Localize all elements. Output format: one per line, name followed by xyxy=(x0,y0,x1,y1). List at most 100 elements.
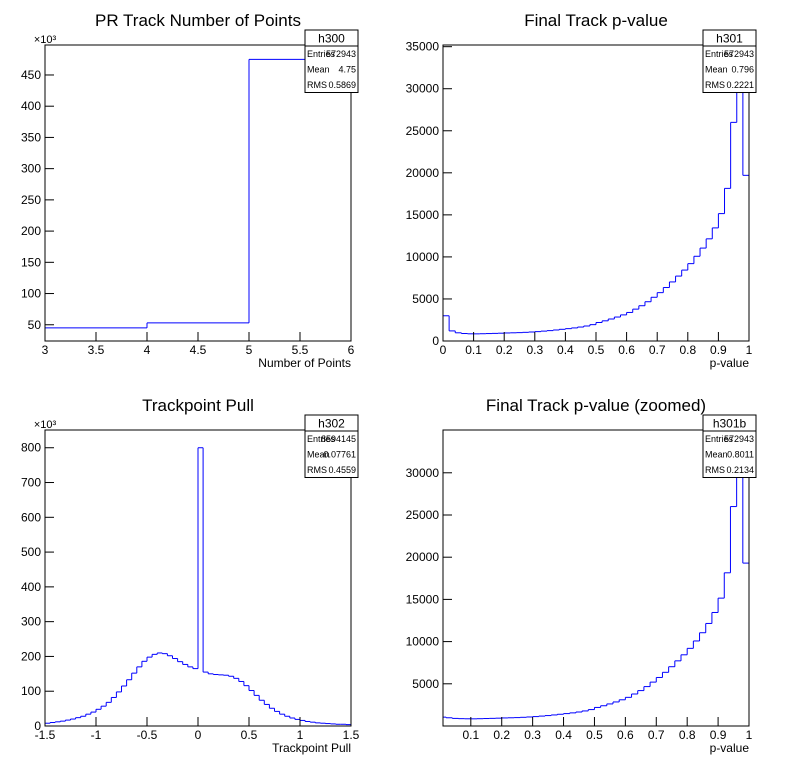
pad: Final Track p-value (zoomed) 0.1 0.2 0.3 0.4… xyxy=(406,396,757,755)
x-tick-label: 3 xyxy=(42,343,49,357)
stats-name: h301 xyxy=(716,32,743,46)
chart-title: Final Track p-value xyxy=(524,11,668,30)
stats-label: Entries xyxy=(307,434,336,444)
stats-label: RMS xyxy=(307,80,327,90)
y-tick-label: 600 xyxy=(21,510,41,524)
frame xyxy=(442,429,750,727)
y-tick-label: 300 xyxy=(21,615,41,629)
histogram xyxy=(45,447,351,726)
stats-value: 0.796 xyxy=(731,64,754,74)
pad: Trackpoint Pull -1.5 -1 -0.5 0 0.5 1 1.5 0 100 200… xyxy=(21,396,360,755)
y-tick-label: 200 xyxy=(21,224,41,238)
y-tick-label: 25000 xyxy=(406,124,440,138)
pad: PR Track Number of Points 3 3.5 4 4.5 5 5.5 6 50… xyxy=(21,11,359,370)
x-axis-label: Number of Points xyxy=(258,356,351,370)
x-axis-label: p-value xyxy=(710,356,750,370)
y-tick-label: 25000 xyxy=(406,508,440,522)
stats-label: RMS xyxy=(705,465,725,475)
x-tick-label: 1 xyxy=(297,728,304,742)
y-tick-label: 0 xyxy=(34,719,41,733)
stats-value: 572943 xyxy=(724,49,754,59)
x-tick-label: -0.5 xyxy=(137,728,158,742)
y-tick-label: 100 xyxy=(21,684,41,698)
x-tick-label: 1 xyxy=(746,728,753,742)
stats-value: 572943 xyxy=(326,49,356,59)
x-tick-label: 0 xyxy=(195,728,202,742)
y-tick-label: 5000 xyxy=(412,677,439,691)
stats-label: Entries xyxy=(307,49,336,59)
stats-label: Mean xyxy=(307,449,330,459)
histogram xyxy=(443,45,749,341)
y-multiplier: ×10³ xyxy=(34,419,57,431)
stats-name: h301b xyxy=(713,417,747,431)
chart-title: Final Track p-value (zoomed) xyxy=(486,396,706,415)
x-tick-label: 0.3 xyxy=(524,728,541,742)
y-tick-label: 20000 xyxy=(406,550,440,564)
y-tick-label: 30000 xyxy=(406,466,440,480)
stats-label: Mean xyxy=(705,449,728,459)
stats-value: 572943 xyxy=(724,434,754,444)
stats-box xyxy=(702,29,757,93)
y-tick-label: 50 xyxy=(28,318,42,332)
x-axis-label: Trackpoint Pull xyxy=(272,741,351,755)
x-tick-label: 4.5 xyxy=(190,343,207,357)
stats-value: -0.07761 xyxy=(320,449,356,459)
x-tick-label: 0.2 xyxy=(496,343,513,357)
stats-label: Mean xyxy=(705,64,728,74)
y-tick-label: 400 xyxy=(21,580,41,594)
stats-label: Entries xyxy=(705,49,734,59)
stats-value: 0.5869 xyxy=(328,80,356,90)
x-tick-label: 5 xyxy=(246,343,253,357)
y-tick-label: 15000 xyxy=(406,592,440,606)
y-tick-label: 350 xyxy=(21,130,41,144)
y-tick-label: 20000 xyxy=(406,166,440,180)
stats-label: Mean xyxy=(307,64,330,74)
x-tick-label: 0.7 xyxy=(648,728,665,742)
x-tick-label: 0.5 xyxy=(586,728,603,742)
stats-value: 0.2134 xyxy=(726,465,754,475)
y-tick-label: 500 xyxy=(21,545,41,559)
x-tick-label: 0.4 xyxy=(555,728,572,742)
x-tick-label: 0.8 xyxy=(679,728,696,742)
y-tick-label: 15000 xyxy=(406,208,440,222)
y-tick-label: 450 xyxy=(21,68,41,82)
x-tick-label: 0.9 xyxy=(710,728,727,742)
x-tick-label: 1 xyxy=(746,343,753,357)
y-tick-label: 700 xyxy=(21,476,41,490)
x-tick-label: 0.5 xyxy=(588,343,605,357)
stats-name: h300 xyxy=(318,32,345,46)
x-tick-label: -1.5 xyxy=(35,728,56,742)
x-tick-label: 0.8 xyxy=(679,343,696,357)
x-tick-label: 0.6 xyxy=(617,728,634,742)
pad: Final Track p-value 0 0.1 0.2 0.3 0.4 0.5 0.6 0.… xyxy=(406,11,757,370)
y-tick-label: 150 xyxy=(21,255,41,269)
x-tick-label: 0 xyxy=(440,343,447,357)
stats-label: Entries xyxy=(705,434,734,444)
x-tick-label: 0.9 xyxy=(710,343,727,357)
x-tick-label: 1.5 xyxy=(343,728,360,742)
chart-title: PR Track Number of Points xyxy=(95,11,301,30)
stats-box xyxy=(702,414,757,478)
stats-value: 4.75 xyxy=(338,64,356,74)
y-tick-label: 400 xyxy=(21,99,41,113)
x-tick-label: 0.1 xyxy=(465,343,482,357)
y-multiplier: ×10³ xyxy=(34,34,57,46)
x-tick-label: 0.4 xyxy=(557,343,574,357)
x-tick-label: 4 xyxy=(144,343,151,357)
bin-edge xyxy=(45,59,351,341)
y-tick-label: 30000 xyxy=(406,82,440,96)
stats-label: RMS xyxy=(307,465,327,475)
y-tick-label: 35000 xyxy=(406,40,440,54)
stats-box xyxy=(304,414,359,478)
y-tick-label: 800 xyxy=(21,441,41,455)
y-tick-label: 10000 xyxy=(406,250,440,264)
x-tick-label: 0.6 xyxy=(618,343,635,357)
x-tick-label: -1 xyxy=(91,728,102,742)
y-tick-label: 300 xyxy=(21,162,41,176)
x-tick-label: 0.7 xyxy=(649,343,666,357)
stats-value: 0.4559 xyxy=(328,465,356,475)
x-tick-label: 3.5 xyxy=(88,343,105,357)
x-tick-label: 0.3 xyxy=(526,343,543,357)
